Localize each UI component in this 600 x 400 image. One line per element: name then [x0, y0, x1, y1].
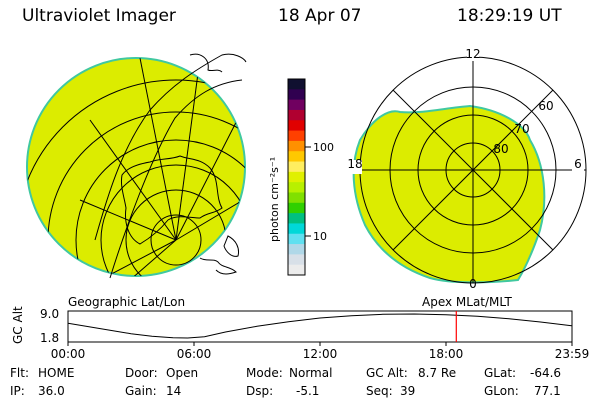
- altitude-curve: [67, 313, 572, 339]
- dsp-label: Dsp:: [246, 384, 274, 398]
- timeline-xtick-0600: 06:00: [176, 347, 212, 361]
- colorbar-segment: [288, 233, 305, 245]
- colorbar-tick-10: 10: [313, 230, 327, 243]
- timeline-ytick-low: 1.8: [40, 331, 59, 345]
- app-title: Ultraviolet Imager: [22, 6, 176, 26]
- flt-label: Flt:: [10, 366, 29, 380]
- dsp-value: -5.1: [296, 384, 320, 398]
- right-panel-caption: Apex MLat/MLT: [422, 295, 512, 309]
- polar-grid: [359, 56, 587, 284]
- colorbar-segment: [288, 213, 305, 224]
- magnetic-polar-plot: 12 18 6 0 60 70 80: [346, 47, 587, 291]
- colorbar-tick-100: 100: [313, 141, 334, 154]
- seq-value: 39: [400, 384, 416, 398]
- timeline-xtick-2359: 23:59: [554, 347, 590, 361]
- door-value: Open: [166, 366, 199, 380]
- colorbar-unit-label: photon cm⁻²s⁻¹: [268, 157, 281, 242]
- outer-coastlines: [94, 53, 247, 279]
- colorbar: 100 10 photon cm⁻²s⁻¹: [268, 78, 334, 276]
- colorbar-segment: [288, 109, 305, 121]
- geographic-image: [26, 53, 247, 279]
- left-panel-caption: Geographic Lat/Lon: [68, 295, 186, 309]
- glon-label: GLon:: [484, 384, 519, 398]
- ip-value: 36.0: [38, 384, 65, 398]
- altitude-timeline: GC Alt 9.0 1.8: [11, 306, 573, 346]
- gain-value: 14: [166, 384, 182, 398]
- glat-value: -64.6: [530, 366, 562, 380]
- colorbar-segment: [288, 244, 305, 255]
- mode-label: Mode:: [246, 366, 283, 380]
- colorbar-segment: [288, 161, 305, 173]
- colorbar-segment: [288, 223, 305, 235]
- gain-label: Gain:: [125, 384, 157, 398]
- timeline-xtick-0000: 00:00: [50, 347, 86, 361]
- header-time: 18:29:19 UT: [457, 6, 562, 26]
- mlt-label-18: 18: [347, 157, 362, 171]
- gc-alt-label: GC Alt:: [366, 366, 408, 380]
- colorbar-segment: [288, 130, 305, 142]
- colorbar-segment: [288, 120, 305, 132]
- header-date: 18 Apr 07: [278, 6, 362, 26]
- colorbar-segment: [288, 151, 305, 163]
- colorbar-segment: [288, 79, 305, 90]
- colorbar-segment: [288, 140, 305, 152]
- timeline-ylabel: GC Alt: [11, 306, 25, 344]
- colorbar-segment: [288, 99, 305, 111]
- door-label: Door:: [125, 366, 158, 380]
- mlat-label-60: 60: [538, 99, 553, 113]
- mode-value: Normal: [289, 366, 333, 380]
- colorbar-segment: [288, 182, 305, 193]
- seq-label: Seq:: [366, 384, 393, 398]
- gc-alt-value: 8.7 Re: [418, 366, 457, 380]
- colorbar-segment: [288, 192, 305, 204]
- timeline-ytick-high: 9.0: [40, 307, 59, 321]
- colorbar-segment: [288, 89, 305, 101]
- glon-value: 77.1: [534, 384, 561, 398]
- colorbar-segment: [288, 254, 305, 266]
- timeline-xtick-1200: 12:00: [302, 347, 338, 361]
- flt-value: HOME: [38, 366, 75, 380]
- antarctica-coastline: [121, 155, 223, 245]
- mlat-label-80: 80: [493, 142, 508, 156]
- mlt-label-0: 0: [469, 277, 477, 291]
- colorbar-segment: [288, 171, 305, 183]
- glat-label: GLat:: [484, 366, 517, 380]
- mlt-label-12: 12: [465, 47, 480, 61]
- ip-label: IP:: [10, 384, 25, 398]
- colorbar-segment: [288, 264, 305, 276]
- mlt-label-6: 6: [574, 157, 582, 171]
- colorbar-segment: [288, 202, 305, 214]
- timeline-xtick-1800: 18:00: [428, 347, 464, 361]
- mlat-label-70: 70: [514, 122, 529, 136]
